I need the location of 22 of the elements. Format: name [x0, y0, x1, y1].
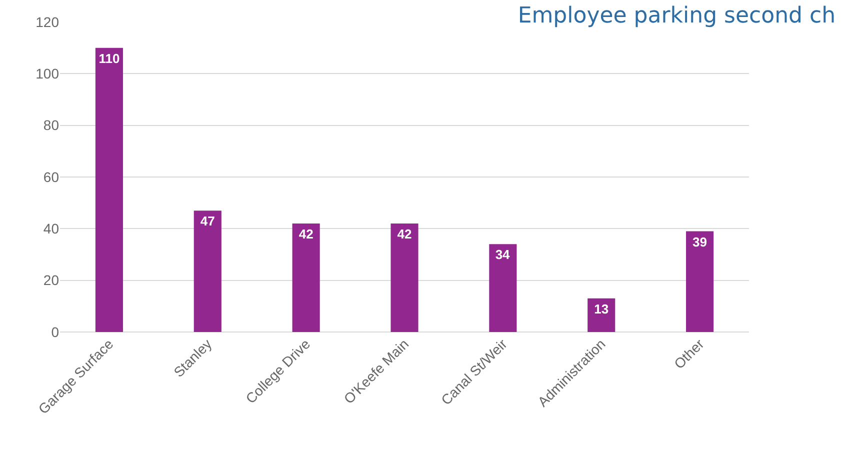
chart-title: Employee parking second ch	[518, 3, 836, 28]
data-label: 42	[298, 226, 314, 242]
y-tick-label: 80	[43, 117, 60, 134]
bar	[292, 224, 320, 332]
y-tick-label: 100	[36, 66, 60, 82]
y-tick-label: 0	[51, 324, 60, 340]
bar	[489, 244, 517, 332]
bar	[588, 298, 616, 332]
bar	[194, 210, 222, 332]
y-tick-label: 60	[43, 168, 60, 185]
data-label: 42	[397, 226, 412, 242]
y-tick-label: 40	[43, 220, 60, 237]
data-label: 34	[495, 247, 511, 262]
data-label: 13	[594, 301, 609, 316]
bar	[95, 48, 123, 332]
data-label: 47	[200, 214, 215, 229]
bar	[686, 231, 714, 332]
data-label: 39	[692, 234, 708, 250]
y-tick-label: 20	[43, 272, 60, 288]
y-tick-label: 120	[36, 14, 60, 30]
data-label: 110	[98, 50, 120, 66]
bar	[390, 224, 418, 332]
